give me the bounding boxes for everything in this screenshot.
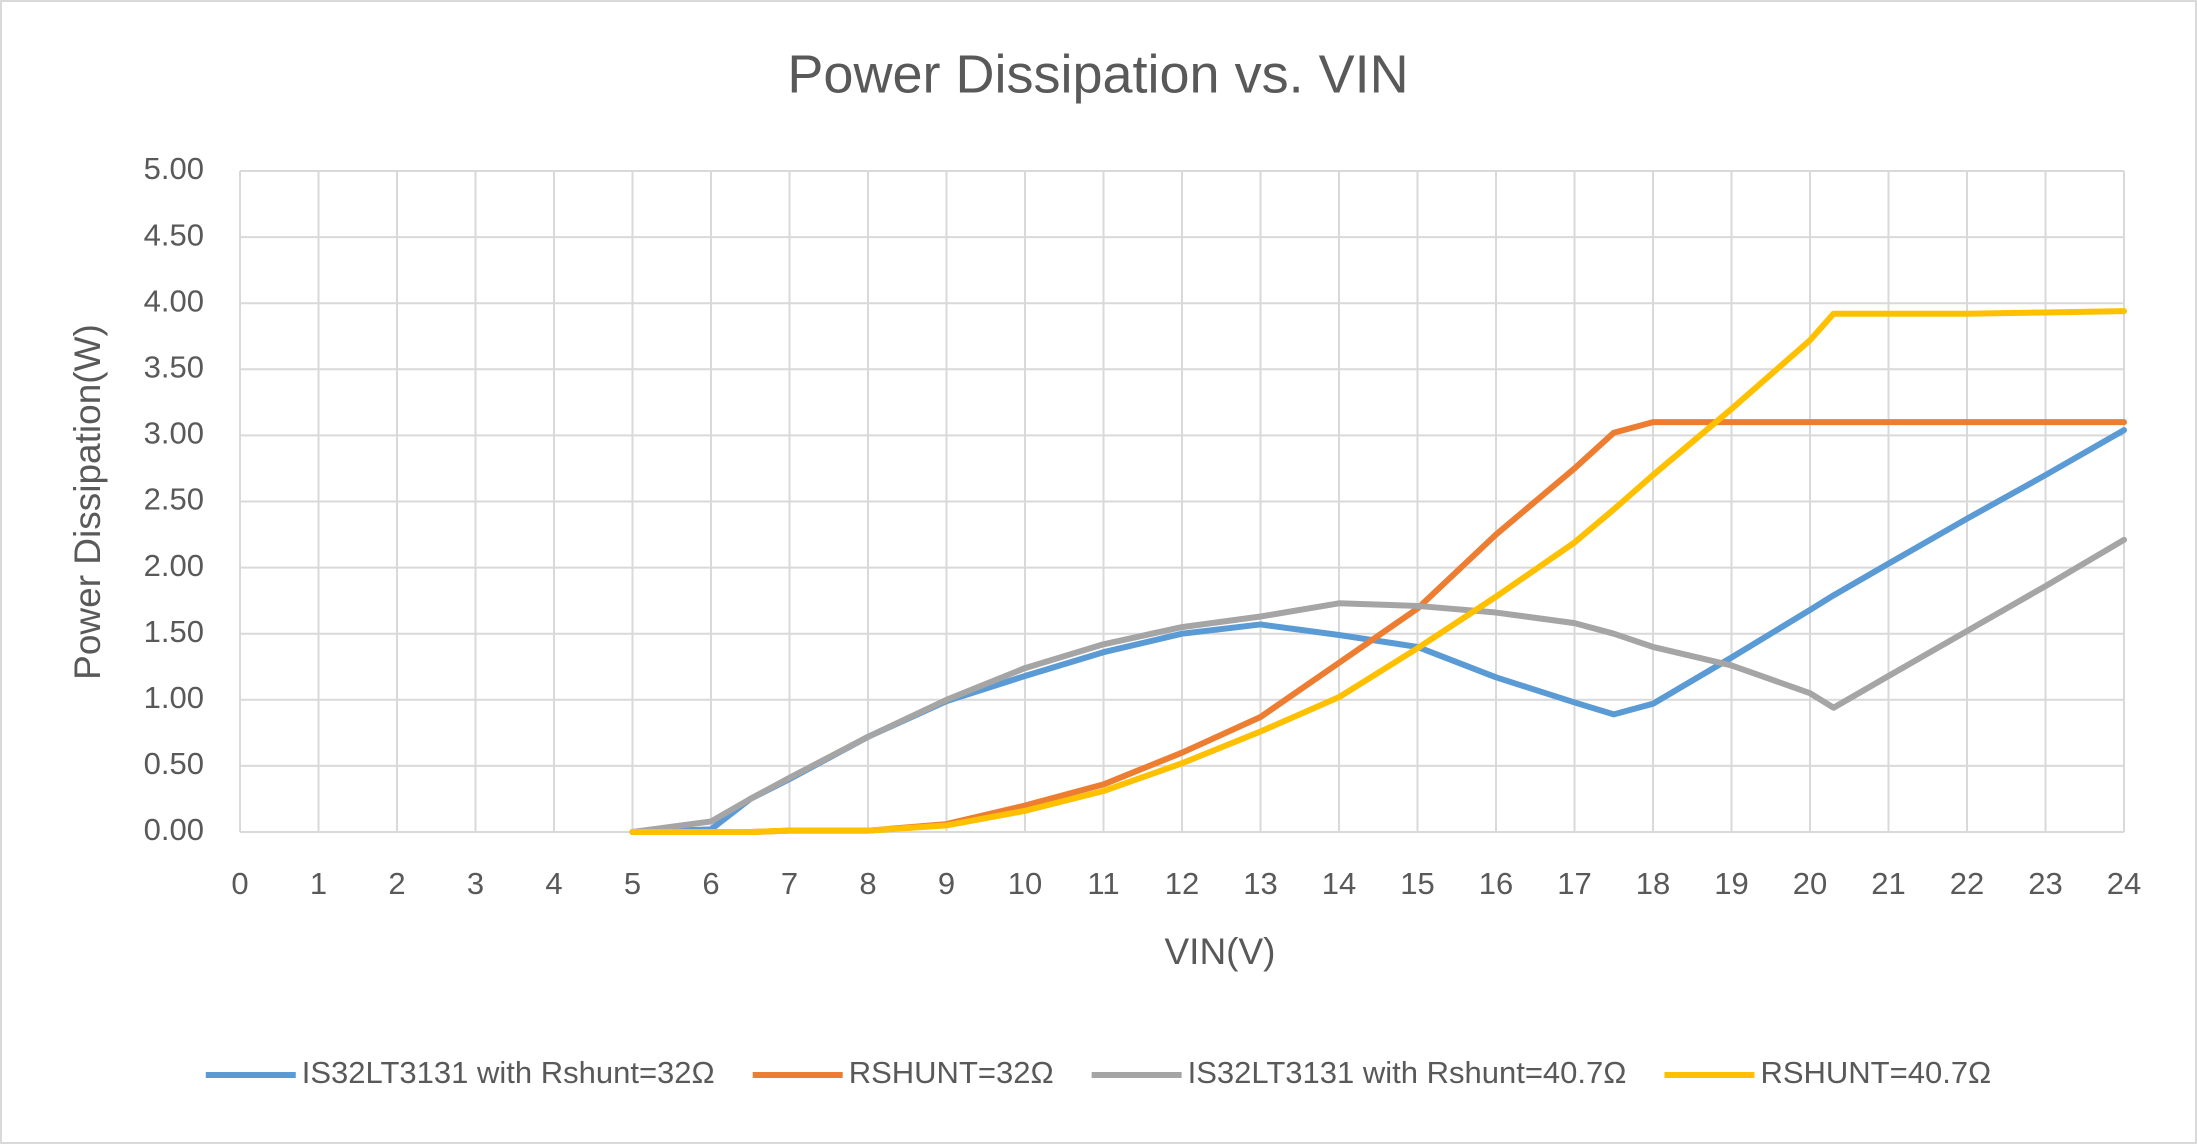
x-tick-label: 3 — [467, 866, 484, 901]
y-tick-label: 3.00 — [144, 416, 204, 451]
legend-label: RSHUNT=40.7Ω — [1760, 1055, 1991, 1090]
x-tick-label: 8 — [859, 866, 876, 901]
x-tick-label: 0 — [231, 866, 248, 901]
x-tick-label: 20 — [1793, 866, 1827, 901]
data-line — [629, 308, 2127, 835]
y-tick-label: 0.00 — [144, 812, 204, 847]
y-axis-title: Power Dissipation(W) — [67, 324, 108, 680]
x-tick-label: 6 — [702, 866, 719, 901]
legend-item: IS32LT3131 with Rshunt=40.7Ω — [1091, 1055, 1627, 1090]
y-tick-label: 0.50 — [144, 746, 204, 781]
y-tick-label: 1.00 — [144, 680, 204, 715]
x-tick-label: 4 — [545, 866, 562, 901]
x-tick-label: 2 — [388, 866, 405, 901]
x-tick-label: 14 — [1322, 866, 1356, 901]
x-tick-label: 9 — [938, 866, 955, 901]
x-tick-label: 23 — [2028, 866, 2062, 901]
x-axis-title: VIN(V) — [1165, 931, 1276, 972]
x-tick-label: 7 — [781, 866, 798, 901]
x-tick-label: 12 — [1165, 866, 1199, 901]
x-tick-label: 24 — [2107, 866, 2141, 901]
y-tick-label: 2.00 — [144, 548, 204, 583]
legend-label: IS32LT3131 with Rshunt=32Ω — [302, 1055, 715, 1090]
legend-label: RSHUNT=32Ω — [849, 1055, 1054, 1090]
legend: IS32LT3131 with Rshunt=32Ω RSHUNT=32Ω IS32… — [205, 1055, 1991, 1090]
x-tick-label: 15 — [1400, 866, 1434, 901]
legend-item: IS32LT3131 with Rshunt=32Ω — [205, 1055, 715, 1090]
x-tick-label: 16 — [1479, 866, 1513, 901]
x-tick-label: 18 — [1636, 866, 1670, 901]
x-tick-label: 21 — [1871, 866, 1905, 901]
y-tick-label: 1.50 — [144, 614, 204, 649]
x-tick-label: 19 — [1714, 866, 1748, 901]
chart-title: Power Dissipation vs. VIN — [787, 44, 1408, 104]
legend-item: RSHUNT=32Ω — [752, 1055, 1054, 1090]
x-tick-label: 22 — [1950, 866, 1984, 901]
y-tick-label: 2.50 — [144, 482, 204, 517]
x-tick-label: 1 — [310, 866, 327, 901]
x-tick-label: 11 — [1087, 866, 1119, 901]
x-tick-label: 10 — [1008, 866, 1042, 901]
legend-label: IS32LT3131 with Rshunt=40.7Ω — [1188, 1055, 1627, 1090]
x-tick-label: 13 — [1243, 866, 1277, 901]
y-tick-label: 5.00 — [144, 151, 204, 186]
y-tick-label: 4.00 — [144, 283, 204, 318]
y-tick-label: 4.50 — [144, 217, 204, 252]
x-tick-label: 5 — [624, 866, 641, 901]
data-line — [629, 536, 2127, 835]
y-tick-label: 3.50 — [144, 349, 204, 384]
x-tick-label: 17 — [1557, 866, 1591, 901]
legend-item: RSHUNT=40.7Ω — [1664, 1055, 1991, 1090]
